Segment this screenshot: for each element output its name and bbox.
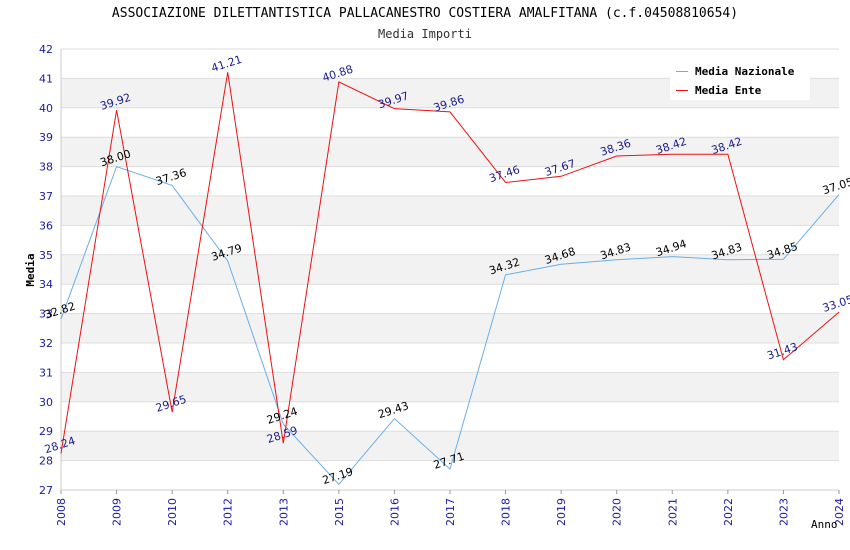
y-tick-label: 27	[39, 484, 53, 497]
x-tick-label: 2009	[111, 498, 124, 526]
legend: Media Nazionale Media Ente	[670, 60, 810, 100]
background-bands	[61, 78, 839, 461]
x-tick-label: 2016	[388, 498, 401, 526]
y-tick-label: 42	[39, 43, 53, 56]
band	[61, 431, 839, 461]
x-tick-label: 2018	[500, 498, 513, 526]
x-tick-label: 2010	[166, 498, 179, 526]
x-tick-label: 2013	[277, 498, 290, 526]
chart-title: ASSOCIAZIONE DILETTANTISTICA PALLACANEST…	[111, 6, 739, 21]
y-tick-label: 39	[39, 131, 53, 144]
x-tick-label: 2024	[833, 498, 846, 526]
x-tick-label: 2015	[333, 498, 346, 526]
x-tick-label: 2019	[555, 498, 568, 526]
y-tick-label: 35	[39, 249, 53, 262]
x-tick-label: 2022	[722, 498, 735, 526]
y-tick-label: 41	[39, 72, 53, 85]
chart-subtitle: Media Importi	[378, 27, 472, 41]
legend-item-ente: Media Ente	[676, 82, 761, 98]
legend-swatch-nazionale	[676, 70, 688, 72]
y-tick-label: 34	[39, 278, 53, 291]
y-tick-label: 32	[39, 337, 53, 350]
x-tick-label: 2012	[222, 498, 235, 526]
y-tick-label: 37	[39, 190, 53, 203]
y-tick-labels: 27 28 29 30 31 32 33 34 35 36 37 38 39 40 41 42	[39, 43, 53, 497]
series-lines	[60, 72, 840, 486]
legend-swatch-ente	[676, 89, 688, 91]
y-tick-label: 28	[39, 455, 53, 468]
band	[61, 196, 839, 226]
series-line-ente	[60, 72, 840, 454]
y-tick-label: 30	[39, 396, 53, 409]
legend-label-nazionale: Media Nazionale	[695, 64, 795, 78]
y-tick-label: 36	[39, 219, 53, 232]
legend-item-nazionale: Media Nazionale	[676, 63, 794, 79]
series-line-nazionale	[60, 165, 840, 486]
data-label: 33.05	[821, 293, 850, 315]
y-tick-label: 31	[39, 366, 53, 379]
x-tick-label: 2017	[444, 498, 457, 526]
legend-label-ente: Media Ente	[695, 83, 762, 97]
x-tick-label: 2021	[666, 498, 679, 526]
y-tick-label: 40	[39, 102, 53, 115]
band	[61, 254, 839, 285]
y-tick-label: 33	[39, 308, 53, 321]
data-label: 37.05	[821, 175, 850, 197]
x-tick-label: 2008	[55, 498, 68, 526]
y-tick-label: 38	[39, 161, 53, 174]
y-axis-label: Media	[24, 253, 37, 286]
band	[61, 372, 839, 402]
x-tick-label: 2020	[611, 498, 624, 526]
data-label: 31.43	[765, 340, 799, 362]
x-axis-label: Anno	[811, 518, 838, 531]
band	[61, 137, 839, 167]
x-tick-label: 2023	[777, 498, 790, 526]
data-label: 41.21	[210, 53, 244, 75]
x-tick-labels: 2008 2009 2010 2012 2013 2015 2016 2017 2018 2019…	[55, 490, 846, 526]
data-label: 29.43	[376, 399, 410, 421]
band	[61, 313, 839, 343]
y-tick-label: 29	[39, 425, 53, 438]
